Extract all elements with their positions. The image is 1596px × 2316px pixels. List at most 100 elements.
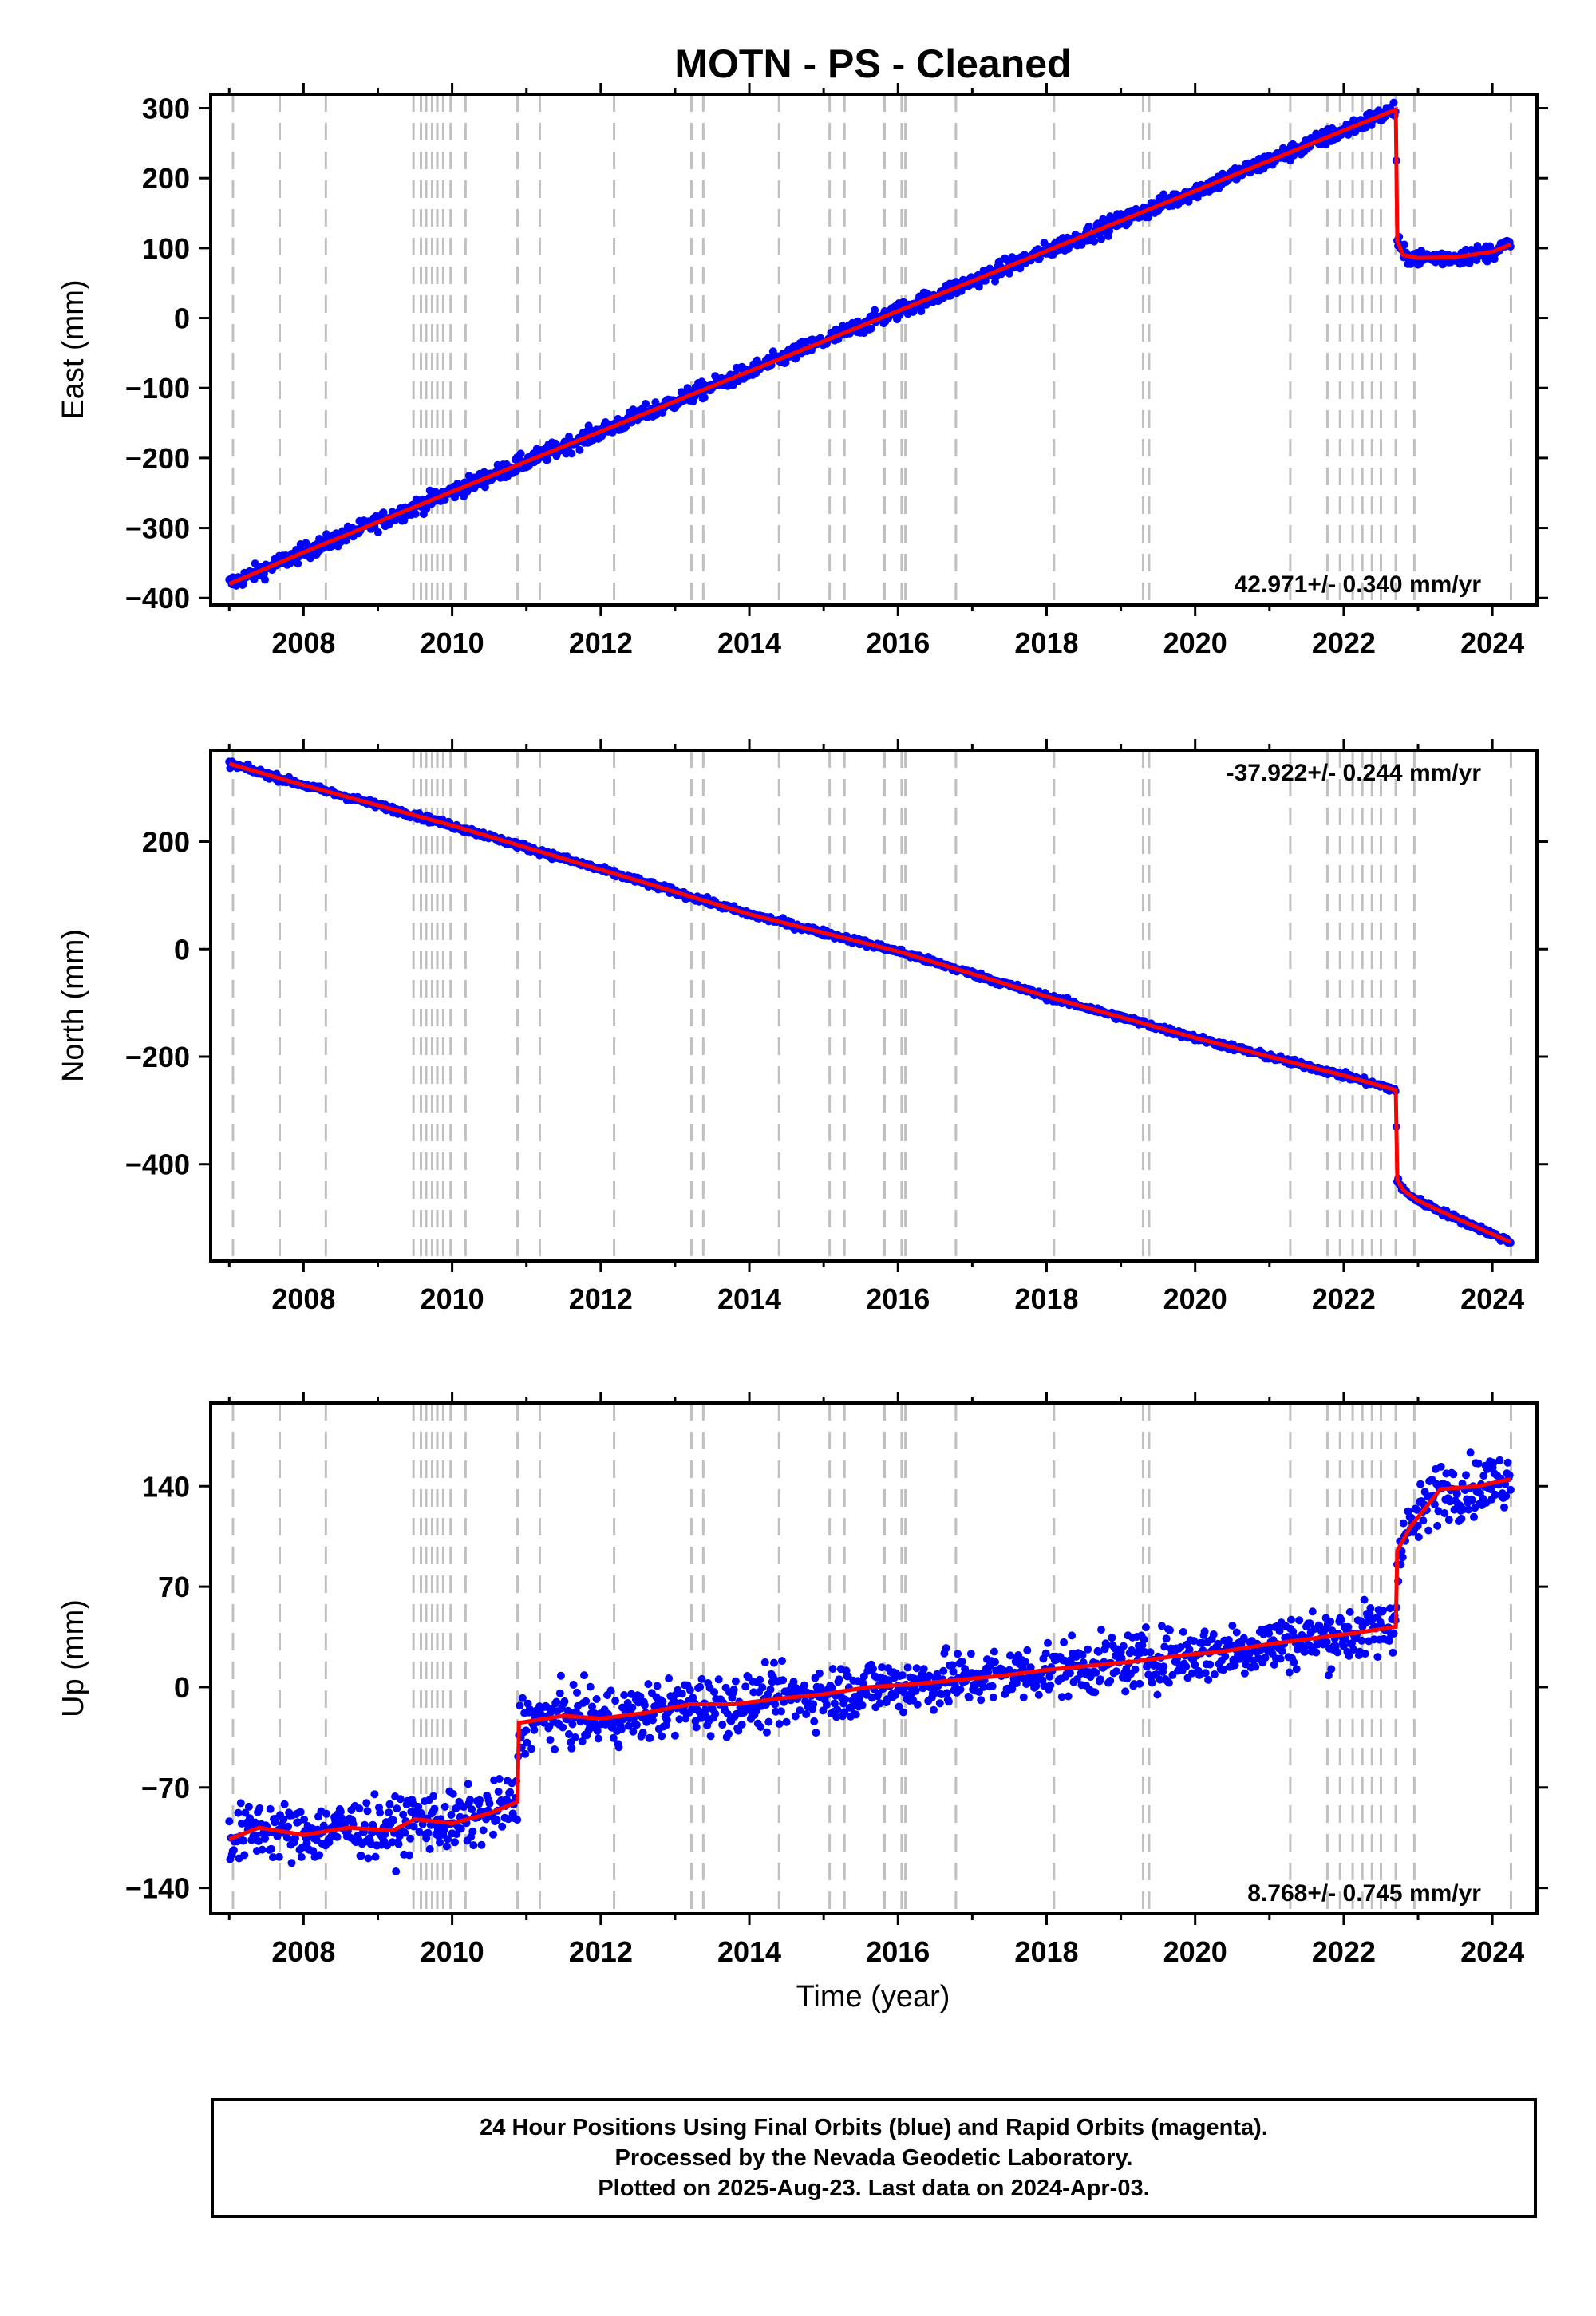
data-point xyxy=(1489,1458,1498,1467)
data-point xyxy=(575,445,584,454)
data-point xyxy=(1270,1660,1278,1669)
data-point xyxy=(466,1796,474,1804)
data-point xyxy=(492,1816,501,1824)
chart-title: MOTN - PS - Cleaned xyxy=(674,41,1071,86)
data-point xyxy=(456,1824,465,1833)
data-point xyxy=(261,1834,269,1843)
data-point xyxy=(770,1658,778,1667)
data-point xyxy=(1289,1627,1298,1636)
data-point xyxy=(234,1808,243,1817)
data-point xyxy=(464,1780,472,1788)
data-point xyxy=(1373,1653,1382,1662)
data-point xyxy=(485,1799,494,1808)
data-point xyxy=(267,1844,275,1853)
data-point xyxy=(521,1749,530,1758)
data-point xyxy=(1224,1636,1233,1644)
data-point xyxy=(822,1701,831,1709)
data-point xyxy=(1160,1642,1169,1651)
data-point xyxy=(336,1808,345,1816)
data-point xyxy=(1012,1679,1021,1688)
data-point xyxy=(830,1699,839,1708)
data-point xyxy=(1341,1634,1350,1643)
data-point xyxy=(913,1700,922,1709)
data-point xyxy=(858,1701,867,1709)
data-point xyxy=(240,1851,249,1860)
panel-3: 2008 2010 2012 2014 2016 2018 2020 2022 2024 140 7… xyxy=(57,1392,1548,1968)
data-point xyxy=(1331,1642,1340,1650)
data-point xyxy=(756,1675,764,1684)
x-tick-label: 2018 xyxy=(1014,1282,1078,1315)
data-point xyxy=(665,1674,674,1682)
data-point xyxy=(442,1842,451,1851)
data-point xyxy=(476,1796,484,1804)
data-point xyxy=(840,1708,849,1717)
data-point xyxy=(1457,1514,1466,1523)
data-point xyxy=(776,1707,785,1716)
data-point xyxy=(942,1689,951,1697)
x-tick-label: 2008 xyxy=(271,1282,335,1315)
data-point xyxy=(1385,1637,1393,1645)
data-point xyxy=(1389,1648,1397,1657)
data-point xyxy=(685,1686,694,1694)
data-point xyxy=(1112,1667,1120,1676)
data-point xyxy=(977,1696,986,1705)
data-point xyxy=(711,1709,720,1718)
data-point xyxy=(1345,1651,1353,1660)
data-point xyxy=(697,1674,706,1683)
data-point xyxy=(930,1689,939,1697)
data-point xyxy=(789,1678,798,1686)
data-point xyxy=(710,1688,719,1697)
x-tick-label: 2016 xyxy=(866,1935,930,1968)
data-point xyxy=(1026,1663,1035,1672)
data-point xyxy=(1474,1459,1483,1468)
data-point xyxy=(1019,1693,1028,1701)
data-point xyxy=(706,1732,715,1741)
data-point xyxy=(1434,1507,1443,1516)
data-point xyxy=(1292,1665,1301,1674)
data-point xyxy=(592,1695,601,1703)
data-point xyxy=(1322,1638,1331,1646)
series-points xyxy=(225,98,1515,590)
data-point xyxy=(898,1671,907,1680)
x-tick-label: 2024 xyxy=(1460,626,1524,659)
data-point xyxy=(255,1836,263,1845)
data-point xyxy=(1312,1648,1321,1657)
data-point xyxy=(1094,1647,1103,1656)
data-point xyxy=(828,1665,837,1674)
data-point xyxy=(1398,1553,1407,1562)
data-point xyxy=(236,1799,245,1808)
data-point xyxy=(302,539,310,547)
data-point xyxy=(725,1729,733,1738)
data-point xyxy=(489,1830,497,1839)
data-point xyxy=(1034,1690,1043,1699)
data-point xyxy=(752,1707,760,1715)
data-point xyxy=(530,1725,539,1734)
data-point xyxy=(287,1859,296,1867)
data-point xyxy=(229,1846,238,1855)
data-point xyxy=(362,1799,371,1808)
data-point xyxy=(1141,1623,1150,1632)
data-point xyxy=(555,1689,564,1697)
data-point xyxy=(819,1706,828,1715)
data-point xyxy=(1324,1671,1333,1680)
x-tick-label: 2014 xyxy=(717,1282,781,1315)
data-point xyxy=(364,1854,373,1863)
data-point xyxy=(1449,1470,1458,1479)
data-point xyxy=(1084,1645,1092,1654)
data-point xyxy=(1140,1635,1148,1644)
data-point xyxy=(644,1680,653,1689)
data-point xyxy=(1206,1660,1215,1669)
x-tick-label: 2018 xyxy=(1014,626,1078,659)
data-point xyxy=(779,1676,788,1685)
data-point xyxy=(1091,1688,1100,1697)
x-tick-label: 2022 xyxy=(1312,1282,1376,1315)
data-point xyxy=(1500,1503,1508,1512)
y-tick-label: −300 xyxy=(125,512,190,545)
data-point xyxy=(939,1666,948,1675)
data-point xyxy=(543,456,552,464)
data-point xyxy=(802,1710,811,1718)
data-point xyxy=(1176,1643,1185,1651)
x-tick-label: 2008 xyxy=(271,1935,335,1968)
data-point xyxy=(1065,1669,1074,1678)
